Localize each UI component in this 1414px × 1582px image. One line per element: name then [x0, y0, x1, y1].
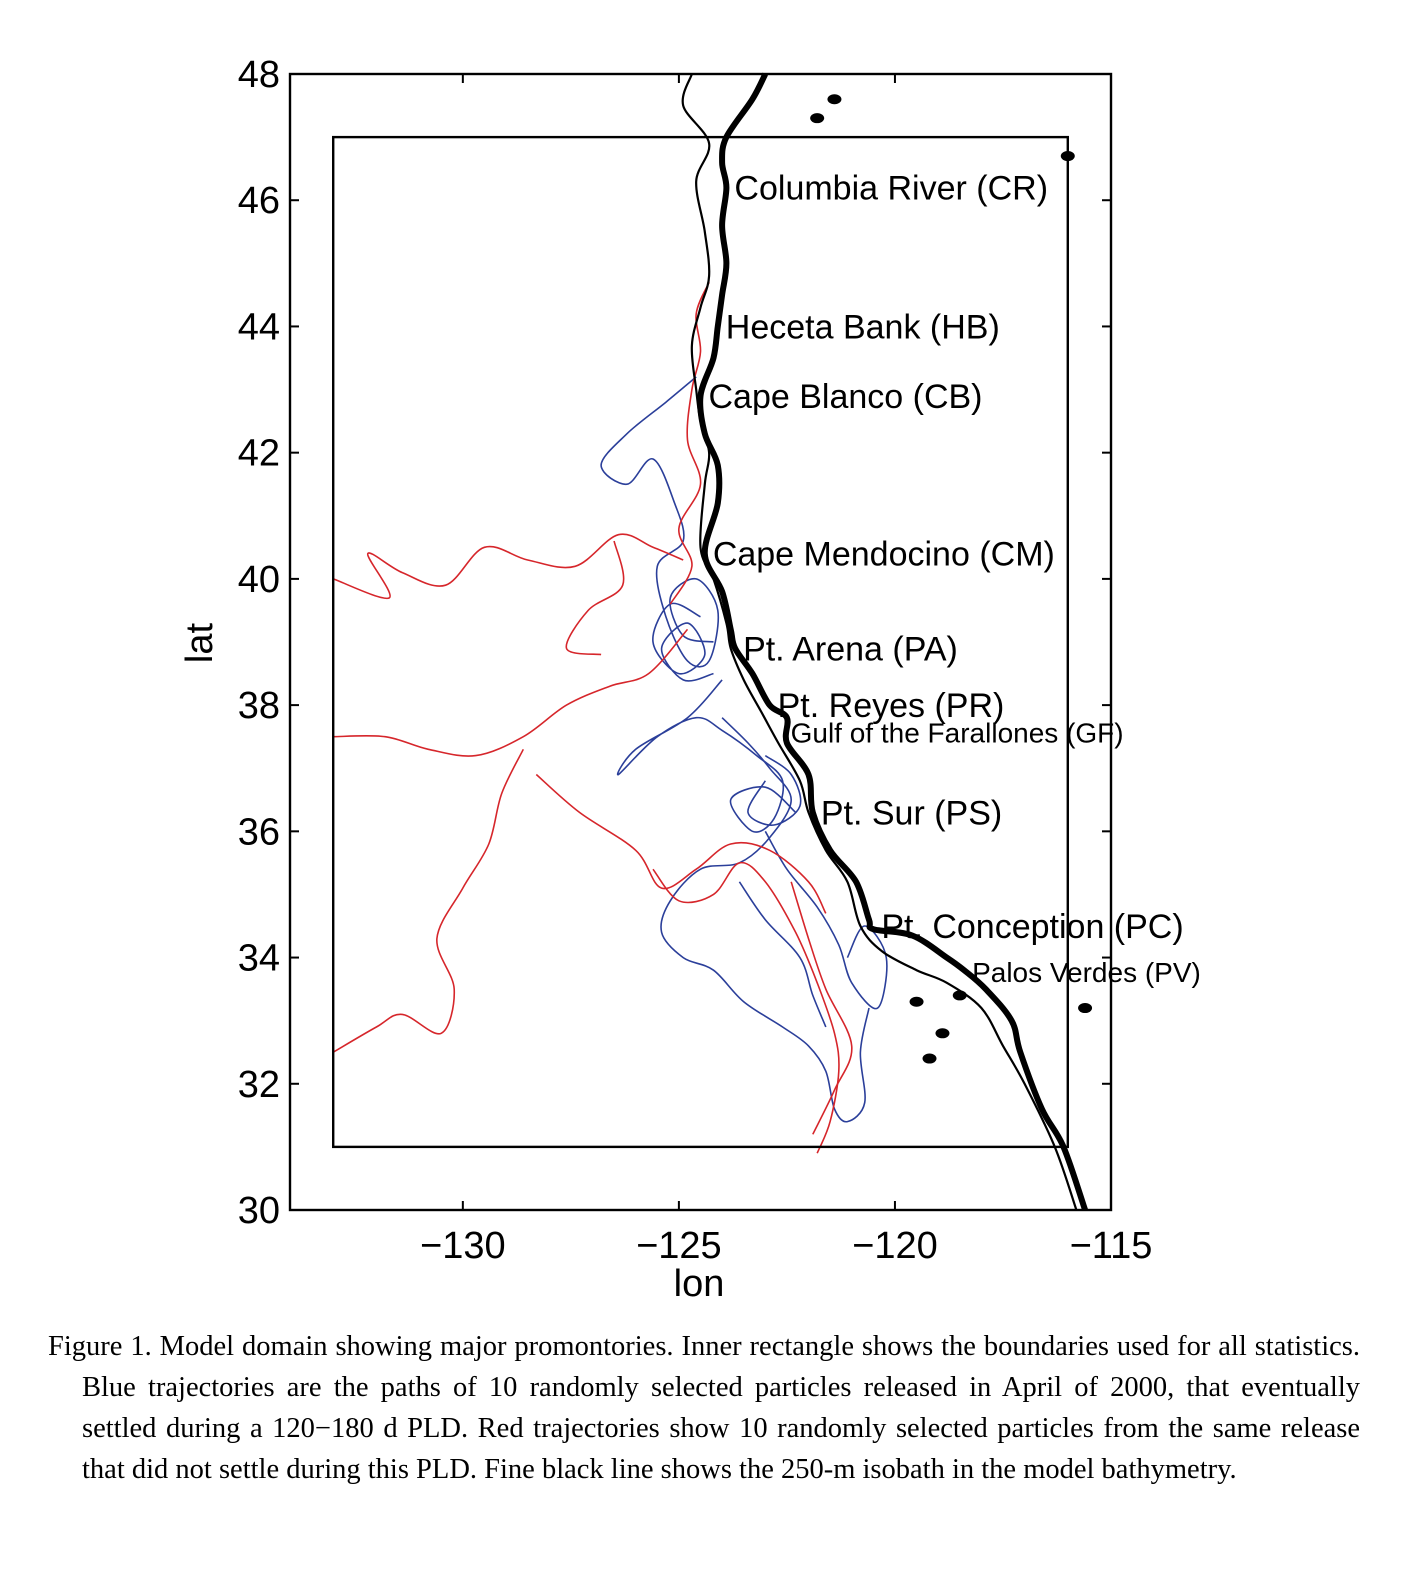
y-tick-label: 30	[238, 1190, 280, 1232]
y-tick-label: 40	[238, 559, 280, 601]
island-marker	[1078, 1003, 1093, 1014]
settled-trajectory-line	[600, 376, 720, 668]
place-label: Columbia River (CR)	[734, 170, 1048, 208]
island-marker	[827, 94, 842, 105]
y-tick-label: 34	[238, 938, 280, 980]
unsettled-trajectory-line	[332, 533, 684, 600]
x-tick-label: −120	[852, 1225, 938, 1267]
place-label: Pt. Conception (PC)	[881, 908, 1183, 946]
island-marker	[952, 990, 967, 1001]
unsettled-trajectory-line	[332, 748, 525, 1053]
tick-layer: −130 −125 −120 −115 30 32 34 36 38 40 42 44 46 48	[238, 54, 1153, 1267]
figure-caption: Figure 1. Model domain showing major pro…	[48, 1331, 1360, 1485]
coastline-layer	[681, 72, 1093, 1211]
axes-frame-layer	[288, 72, 1113, 1212]
y-axis-label: lat	[179, 622, 221, 663]
unsettled-trajectory-line	[333, 628, 689, 757]
inner-rectangle-layer	[332, 135, 1069, 1149]
x-tick-label: −125	[636, 1225, 722, 1267]
isobath-250m-line	[681, 73, 1078, 1211]
inner-statistics-rectangle	[332, 135, 1069, 1149]
place-label: Pt. Sur (PS)	[821, 794, 1002, 832]
settled-trajectory-line	[652, 602, 714, 682]
place-label: Pt. Arena (PA)	[743, 630, 958, 668]
y-tick-label: 46	[238, 180, 280, 222]
unsettled-trajectory-line	[790, 881, 853, 1135]
y-tick-label: 36	[238, 811, 280, 853]
place-label: Heceta Bank (HB)	[726, 308, 1000, 346]
island-marker	[935, 1028, 950, 1039]
x-tick-label: −130	[420, 1225, 506, 1267]
place-label-layer: Columbia River (CR) Heceta Bank (HB) Cape …	[709, 170, 1201, 989]
y-tick-label: 38	[238, 685, 280, 727]
settled-trajectory-line	[747, 754, 802, 826]
island-marker	[922, 1053, 937, 1064]
coastline	[697, 72, 1088, 1211]
y-tick-label: 42	[238, 433, 280, 475]
place-label: Gulf of the Farallones (GF)	[791, 717, 1124, 748]
unsettled-trajectory-line	[565, 540, 625, 656]
map-plot: −130 −125 −120 −115 30 32 34 36 38 40 42 44 46 48 Col…	[179, 54, 1201, 1305]
place-label: Pt. Reyes (PR)	[778, 687, 1005, 725]
y-tick-label: 48	[238, 54, 280, 96]
y-tick-label: 32	[238, 1064, 280, 1106]
place-label: Palos Verdes (PV)	[972, 957, 1201, 988]
x-axis-label: lon	[674, 1263, 725, 1305]
settled-trajectory-line	[660, 717, 870, 1123]
x-tick-label: −115	[1070, 1225, 1153, 1267]
unsettled-trajectory-line	[535, 773, 827, 914]
island-marker	[810, 113, 825, 124]
axes-frame	[288, 72, 1113, 1212]
island-marker	[909, 996, 924, 1007]
place-label: Cape Blanco (CB)	[709, 378, 983, 416]
place-label: Cape Mendocino (CM)	[713, 536, 1055, 574]
settled-trajectory-line	[738, 881, 827, 1028]
y-tick-label: 44	[238, 306, 280, 348]
figure: −130 −125 −120 −115 30 32 34 36 38 40 42 44 46 48 Col…	[179, 54, 1201, 1305]
settled-trajectory-line	[616, 679, 797, 833]
